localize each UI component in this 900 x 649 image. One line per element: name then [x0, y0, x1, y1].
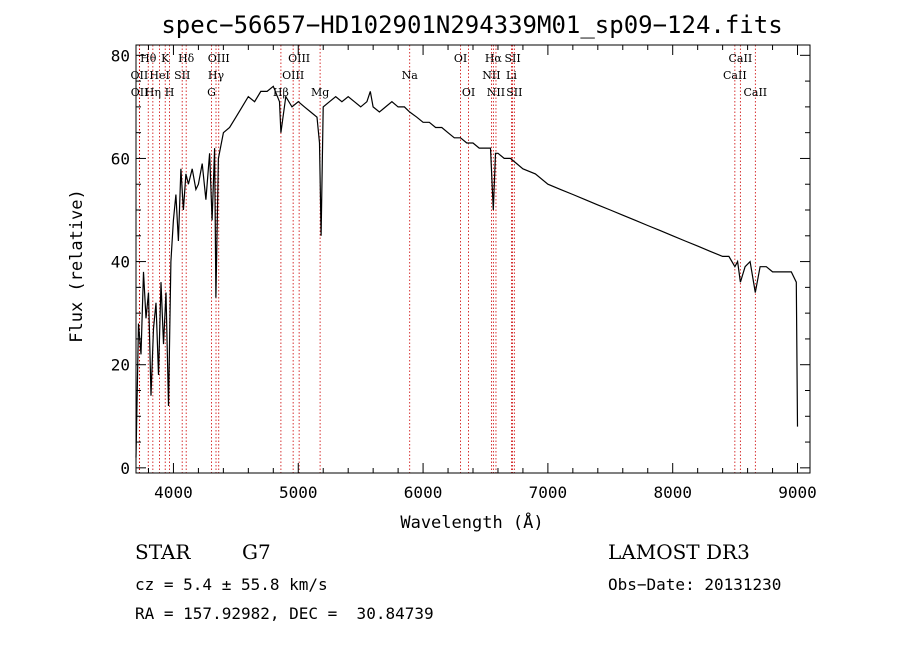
- survey-name: LAMOST DR3: [608, 540, 750, 564]
- spectral-line-label: NII: [482, 69, 500, 82]
- spectral-line-label: OII: [131, 69, 149, 82]
- x-axis-label: Wavelength (Å): [400, 511, 543, 533]
- spectral-line-label: Hθ: [140, 52, 157, 65]
- spectral-line-label: Hη: [145, 86, 161, 99]
- y-tick-label: 20: [111, 356, 130, 375]
- spectral-line-label: Hδ: [178, 52, 195, 65]
- spectral-line-label: H: [165, 86, 175, 99]
- spectral-line-label: HeI: [149, 69, 169, 82]
- spectral-line-label: G: [207, 86, 216, 99]
- y-tick-label: 80: [111, 46, 130, 65]
- x-tick-label: 9000: [778, 483, 817, 502]
- spectral-line-label: Li: [506, 69, 517, 82]
- spectral-line-markers: [138, 45, 756, 473]
- y-tick-label: 40: [111, 253, 130, 272]
- spectral-line-label: Hβ: [273, 86, 289, 99]
- spectral-line-label: CaII: [723, 69, 747, 82]
- spectral-line-label: Hα: [485, 52, 503, 65]
- spectrum-series-line: [135, 85, 799, 458]
- spectral-line-label: OI: [462, 86, 475, 99]
- x-tick-label: 5000: [279, 483, 318, 502]
- spectral-line-label: Mg: [311, 86, 329, 99]
- y-tick-label: 60: [111, 149, 130, 168]
- spectral-line-label: NII: [487, 86, 505, 99]
- plot-frame: [135, 44, 811, 474]
- spectral-line-label: SII: [174, 69, 190, 82]
- redshift-velocity: cz = 5.4 ± 55.8 km/s: [135, 575, 328, 594]
- spectral-line-label: Hγ: [208, 69, 225, 82]
- x-tick-label: 6000: [404, 483, 443, 502]
- spectral-line-label: OIII: [208, 52, 230, 65]
- chart-title: spec−56657−HD102901N294339M01_sp09−124.f…: [161, 11, 782, 39]
- spectral-line-label: OI: [454, 52, 467, 65]
- x-tick-label: 4000: [154, 483, 193, 502]
- spectral-line-label: CaII: [729, 52, 753, 65]
- spectral-line-labels: Hθ OII OII K HeI Hη Hδ SII H OIII Hγ G Hβ OIII OIII Mg N…: [131, 52, 768, 99]
- spectral-line-label: CaII: [743, 86, 767, 99]
- x-tick-label: 7000: [529, 483, 568, 502]
- object-class: STAR: [135, 540, 191, 564]
- spectral-line-label: OIII: [282, 69, 304, 82]
- y-axis-label: Flux (relative): [67, 189, 87, 343]
- object-subclass: G7: [242, 540, 271, 564]
- sky-coordinates: RA = 157.92982, DEC = 30.84739: [135, 604, 434, 623]
- axis-ticks: 4000 5000 6000 7000 8000 9000 0 20 40 60 80: [111, 45, 817, 502]
- spectral-line-label: K: [161, 52, 170, 65]
- spectral-line-label: Na: [402, 69, 419, 82]
- observation-date: Obs−Date: 20131230: [608, 575, 782, 594]
- spectral-line-label: SII: [506, 86, 522, 99]
- spectral-line-label: SII: [504, 52, 520, 65]
- spectral-line-label: OII: [131, 86, 149, 99]
- spectral-line-label: OIII: [288, 52, 310, 65]
- x-tick-label: 8000: [653, 483, 692, 502]
- y-tick-label: 0: [120, 459, 130, 478]
